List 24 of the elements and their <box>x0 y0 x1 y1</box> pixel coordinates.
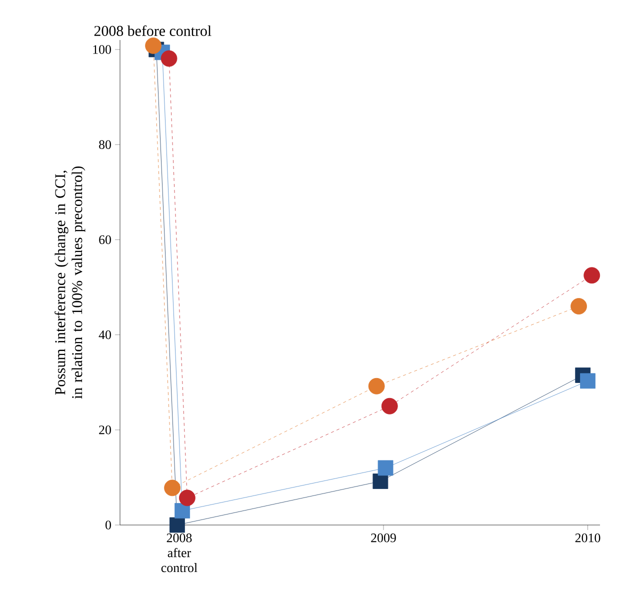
point <box>174 503 190 518</box>
point <box>160 50 178 67</box>
point <box>570 298 587 314</box>
y-tick-label: 20 <box>99 426 112 434</box>
x-tick-label: 2009 <box>371 534 396 542</box>
point <box>580 373 596 389</box>
point <box>179 490 196 506</box>
point <box>368 378 385 394</box>
point <box>145 38 162 54</box>
y-tick-label: 60 <box>99 235 112 244</box>
y-tick-label: 80 <box>99 140 112 149</box>
x-tick-label: 2008 after control <box>161 534 198 572</box>
y-tick-label: 40 <box>98 330 112 340</box>
point <box>381 398 398 414</box>
annotation: 2008 before control <box>94 25 212 36</box>
point <box>584 267 600 284</box>
point <box>378 460 394 476</box>
x-tick-label: 2010 <box>575 534 600 542</box>
point <box>372 474 388 489</box>
y-tick-label: 0 <box>106 520 112 530</box>
point <box>164 480 180 496</box>
y-tick-label: 100 <box>93 45 112 54</box>
y-axis-title: Possum interference (change in CCI, in relation to 100% values precontrol) <box>54 166 86 399</box>
point <box>169 517 185 533</box>
